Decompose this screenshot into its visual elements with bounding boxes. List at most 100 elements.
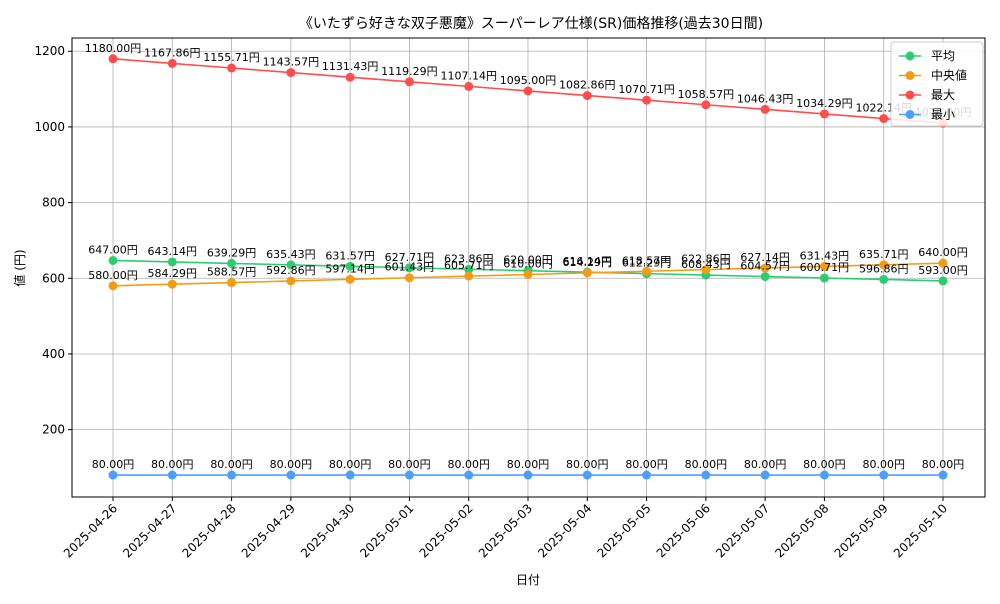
data-label: 1095.00円 [500, 74, 557, 87]
y-tick-label: 200 [42, 423, 65, 437]
data-label: 80.00円 [922, 458, 965, 471]
data-label: 612.29円 [622, 257, 672, 270]
data-point [404, 470, 414, 480]
y-axis-ticks: 200 400 600 800 1000 1200 [34, 44, 72, 437]
data-point [227, 63, 237, 73]
data-label: 80.00円 [862, 458, 905, 471]
data-point [523, 470, 533, 480]
data-label: 608.43円 [681, 258, 731, 271]
data-point [879, 114, 889, 124]
x-tick-label: 2025-05-01 [357, 501, 416, 560]
legend-swatch-marker [905, 51, 915, 61]
data-label: 622.86円 [681, 253, 731, 266]
data-label: 623.86円 [444, 252, 494, 265]
data-point [523, 270, 533, 280]
data-point [464, 470, 474, 480]
plot-frame [71, 37, 986, 498]
data-point [227, 470, 237, 480]
data-point [760, 470, 770, 480]
data-label: 1167.86円 [144, 46, 201, 59]
data-label: 80.00円 [625, 458, 668, 471]
data-label: 1070.71円 [618, 83, 675, 96]
data-point [464, 271, 474, 281]
data-point [701, 470, 711, 480]
data-point [879, 274, 889, 284]
data-point [167, 279, 177, 289]
x-tick-label: 2025-05-06 [654, 501, 713, 560]
x-axis-title: 日付 [516, 573, 540, 587]
data-label: 610.00円 [503, 258, 553, 271]
x-tick-label: 2025-05-10 [891, 501, 950, 560]
data-label: 80.00円 [744, 458, 787, 471]
y-tick-label: 1000 [34, 120, 65, 134]
x-tick-label: 2025-05-04 [535, 501, 594, 560]
data-point [464, 81, 474, 91]
data-label: 580.00円 [88, 269, 138, 282]
data-label: 647.00円 [88, 243, 138, 256]
data-point [108, 281, 118, 291]
x-axis-ticks: 2025-04-26 2025-04-27 2025-04-28 2025-04-29… [61, 497, 950, 560]
data-point [582, 470, 592, 480]
legend-swatch-marker [905, 110, 915, 119]
y-tick-label: 800 [42, 196, 65, 210]
data-label: 593.00円 [918, 264, 968, 277]
data-label: 1180.00円 [85, 42, 142, 55]
data-point [760, 263, 770, 273]
chart-title: 《いたずら好きな双子悪魔》スーパーレア仕様(SR)価格推移(過去30日間) [299, 16, 763, 32]
data-point [227, 258, 237, 268]
data-label: 584.29円 [148, 267, 198, 280]
data-label: 614.29円 [563, 256, 613, 269]
data-point [760, 104, 770, 114]
data-label: 80.00円 [270, 458, 313, 471]
data-label: 639.29円 [207, 246, 257, 259]
data-point [345, 72, 355, 82]
data-label: 1143.57円 [263, 56, 320, 69]
data-point [938, 258, 948, 268]
data-point [819, 470, 829, 480]
x-tick-label: 2025-05-05 [594, 501, 653, 560]
data-point [642, 95, 652, 105]
data-point [108, 54, 118, 64]
legend-label: 最大 [931, 88, 955, 102]
data-label: 627.71円 [385, 251, 435, 264]
data-point [167, 58, 177, 68]
data-label: 80.00円 [329, 458, 372, 471]
legend-label: 平均 [931, 49, 955, 63]
data-point [760, 272, 770, 282]
data-label: 80.00円 [685, 458, 728, 471]
y-tick-label: 600 [42, 271, 65, 285]
data-point [227, 278, 237, 288]
data-label: 616.14円 [563, 255, 613, 268]
legend-swatch-marker [905, 90, 915, 100]
data-point [167, 470, 177, 480]
data-label: 640.00円 [918, 246, 968, 259]
data-point [286, 260, 296, 270]
data-point [642, 470, 652, 480]
y-tick-label: 1200 [34, 44, 65, 58]
legend-label: 最小 [931, 108, 955, 122]
data-point [879, 470, 889, 480]
data-label: 1058.57円 [678, 88, 735, 101]
x-tick-label: 2025-04-28 [179, 501, 238, 560]
x-tick-label: 2025-05-08 [772, 501, 831, 560]
data-point [879, 260, 889, 270]
data-label: 80.00円 [210, 458, 253, 471]
data-point [701, 265, 711, 275]
data-label: 80.00円 [803, 458, 846, 471]
data-label: 1082.86円 [559, 79, 616, 92]
x-tick-label: 2025-05-03 [476, 501, 535, 560]
data-label: 604.57円 [740, 260, 790, 273]
data-point [582, 268, 592, 278]
data-label: 80.00円 [151, 458, 194, 471]
x-tick-label: 2025-05-07 [713, 501, 772, 560]
data-point [345, 274, 355, 284]
data-point [404, 77, 414, 87]
data-point [345, 261, 355, 271]
data-label: 588.57円 [207, 266, 257, 279]
data-label: 80.00円 [566, 458, 609, 471]
data-point [404, 263, 414, 273]
data-label: 601.43円 [385, 261, 435, 274]
data-label: 627.14円 [740, 251, 790, 264]
